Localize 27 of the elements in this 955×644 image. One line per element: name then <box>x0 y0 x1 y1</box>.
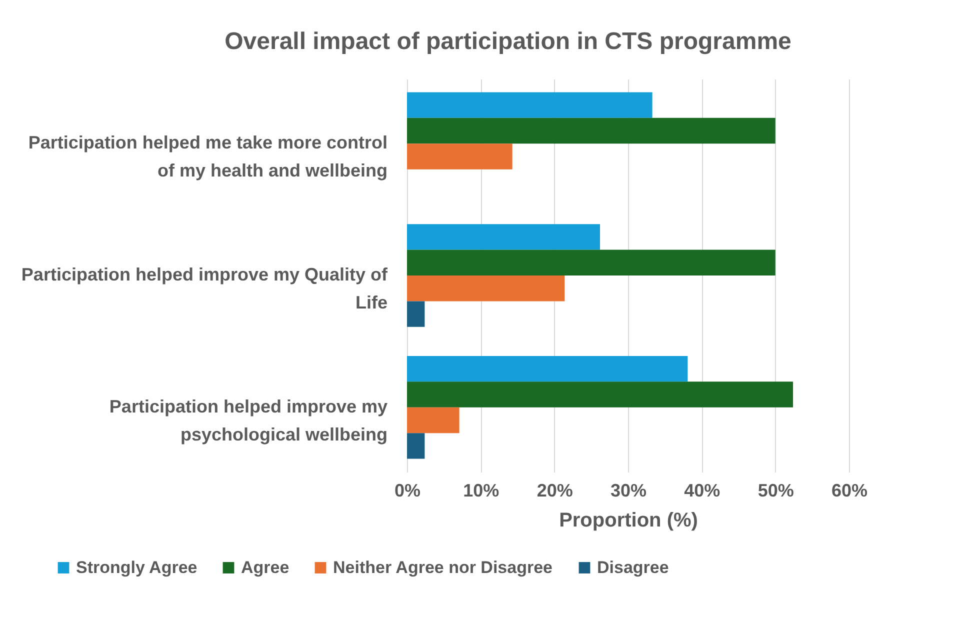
x-axis-title: Proportion (%) <box>559 510 698 532</box>
x-tick-label: 30% <box>610 480 647 500</box>
bar <box>407 356 688 382</box>
bar <box>407 250 776 276</box>
x-tick-label: 40% <box>684 480 720 500</box>
y-tick-label: Participation helped improve my Quality of Life <box>21 264 388 312</box>
y-tick-label: Participation helped improve my psychological wellbeing <box>109 396 388 444</box>
legend-label: Neither Agree nor Disagree <box>333 558 552 577</box>
bar <box>407 382 794 408</box>
x-tick-label: 0% <box>394 480 421 500</box>
x-tick-label: 20% <box>536 480 573 500</box>
y-tick-label: Participation helped me take more control of my health and wellbeing <box>28 132 388 181</box>
bar <box>407 301 425 327</box>
bar <box>407 276 565 302</box>
x-tick-label: 60% <box>831 480 868 500</box>
chart-title: Overall impact of participation in CTS programme <box>224 28 792 55</box>
bar <box>407 433 425 459</box>
legend-label: Disagree <box>597 558 669 577</box>
legend-label: Agree <box>241 558 290 577</box>
bar <box>407 144 512 170</box>
bar <box>407 118 776 144</box>
bar <box>407 407 460 434</box>
x-tick-label: 50% <box>758 480 794 500</box>
bar <box>407 92 652 118</box>
x-tick-label: 10% <box>463 480 500 500</box>
legend-label: Strongly Agree <box>76 558 198 577</box>
bar <box>407 224 600 250</box>
